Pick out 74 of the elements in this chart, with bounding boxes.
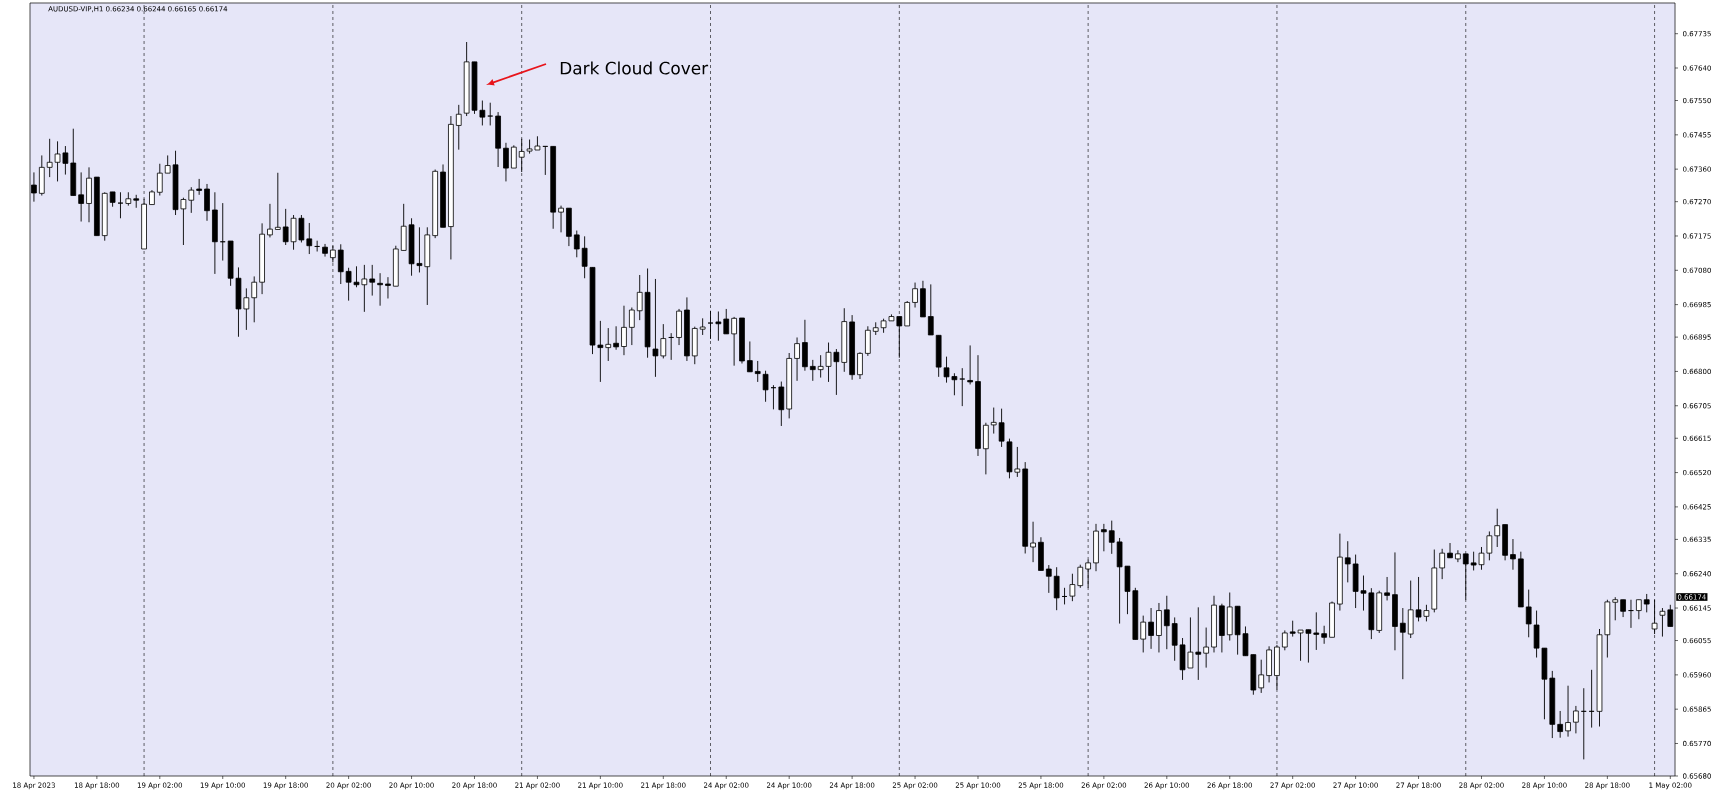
candlestick <box>778 381 785 427</box>
candlestick <box>156 163 163 196</box>
candlestick <box>1573 705 1579 734</box>
candlestick <box>1612 596 1619 621</box>
candlestick <box>337 243 344 285</box>
candlestick <box>629 307 635 346</box>
candlestick <box>1053 566 1060 611</box>
candlestick <box>117 191 124 219</box>
candlestick <box>377 272 383 307</box>
candlestick <box>1258 659 1265 694</box>
candlestick <box>605 327 612 362</box>
candlestick <box>912 282 918 308</box>
candlestick <box>1045 564 1052 594</box>
candlestick <box>455 104 462 151</box>
candlestick <box>1163 595 1170 650</box>
candlestick <box>1030 521 1036 563</box>
candlestick <box>1510 538 1516 571</box>
candlestick <box>747 341 753 373</box>
candlestick <box>267 203 273 238</box>
candlestick <box>196 178 202 196</box>
candlestick <box>251 275 258 323</box>
candlestick <box>1439 548 1445 580</box>
candlestick <box>865 325 871 357</box>
candlestick <box>857 351 863 380</box>
candlestick <box>794 337 800 382</box>
candlestick <box>967 344 973 385</box>
candlestick <box>715 311 722 342</box>
candlestick <box>707 310 714 340</box>
candlestick <box>731 316 737 367</box>
candlestick <box>754 360 761 383</box>
candlestick <box>927 283 934 336</box>
candlestick <box>558 205 564 233</box>
candlestick <box>1321 625 1327 645</box>
candlestick <box>1148 607 1154 650</box>
candlestick <box>762 370 769 403</box>
candlestick <box>613 325 619 351</box>
candlestick <box>385 276 391 299</box>
candlestick <box>1384 576 1390 601</box>
candlestick <box>369 264 376 297</box>
candlestick <box>487 102 494 126</box>
candlestick <box>1636 599 1642 620</box>
candlestick <box>1447 542 1453 559</box>
candlestick <box>1140 615 1147 653</box>
candlestick <box>1281 629 1288 651</box>
candlestick <box>274 172 281 230</box>
candlestick <box>1077 564 1084 589</box>
candlestick <box>1101 523 1107 552</box>
candlestick <box>1108 520 1115 555</box>
candlestick <box>573 230 580 258</box>
candlestick <box>1557 710 1564 739</box>
candlestick <box>1455 549 1461 563</box>
candlestick <box>322 243 328 258</box>
candlestick <box>78 171 84 222</box>
candlestick <box>809 359 816 382</box>
candlestick <box>1344 540 1351 583</box>
candlestick <box>1565 685 1571 738</box>
candlestick <box>1195 606 1202 681</box>
candlestick <box>1203 627 1209 669</box>
candlestick <box>990 407 997 435</box>
candlestick <box>1399 607 1406 680</box>
candlestick <box>959 367 966 407</box>
candlestick <box>1494 508 1501 548</box>
candlestick <box>204 183 210 222</box>
candlestick <box>723 308 730 335</box>
candlestick <box>1643 593 1650 613</box>
candlestick <box>188 186 195 214</box>
candlestick <box>503 142 509 182</box>
candlestick <box>904 300 911 327</box>
candlestick <box>621 305 627 356</box>
candlestick <box>983 422 989 475</box>
candlestick <box>1069 573 1076 602</box>
candlestick <box>510 144 517 169</box>
annotation: Dark Cloud Cover <box>560 61 709 75</box>
candlestick <box>581 235 588 279</box>
